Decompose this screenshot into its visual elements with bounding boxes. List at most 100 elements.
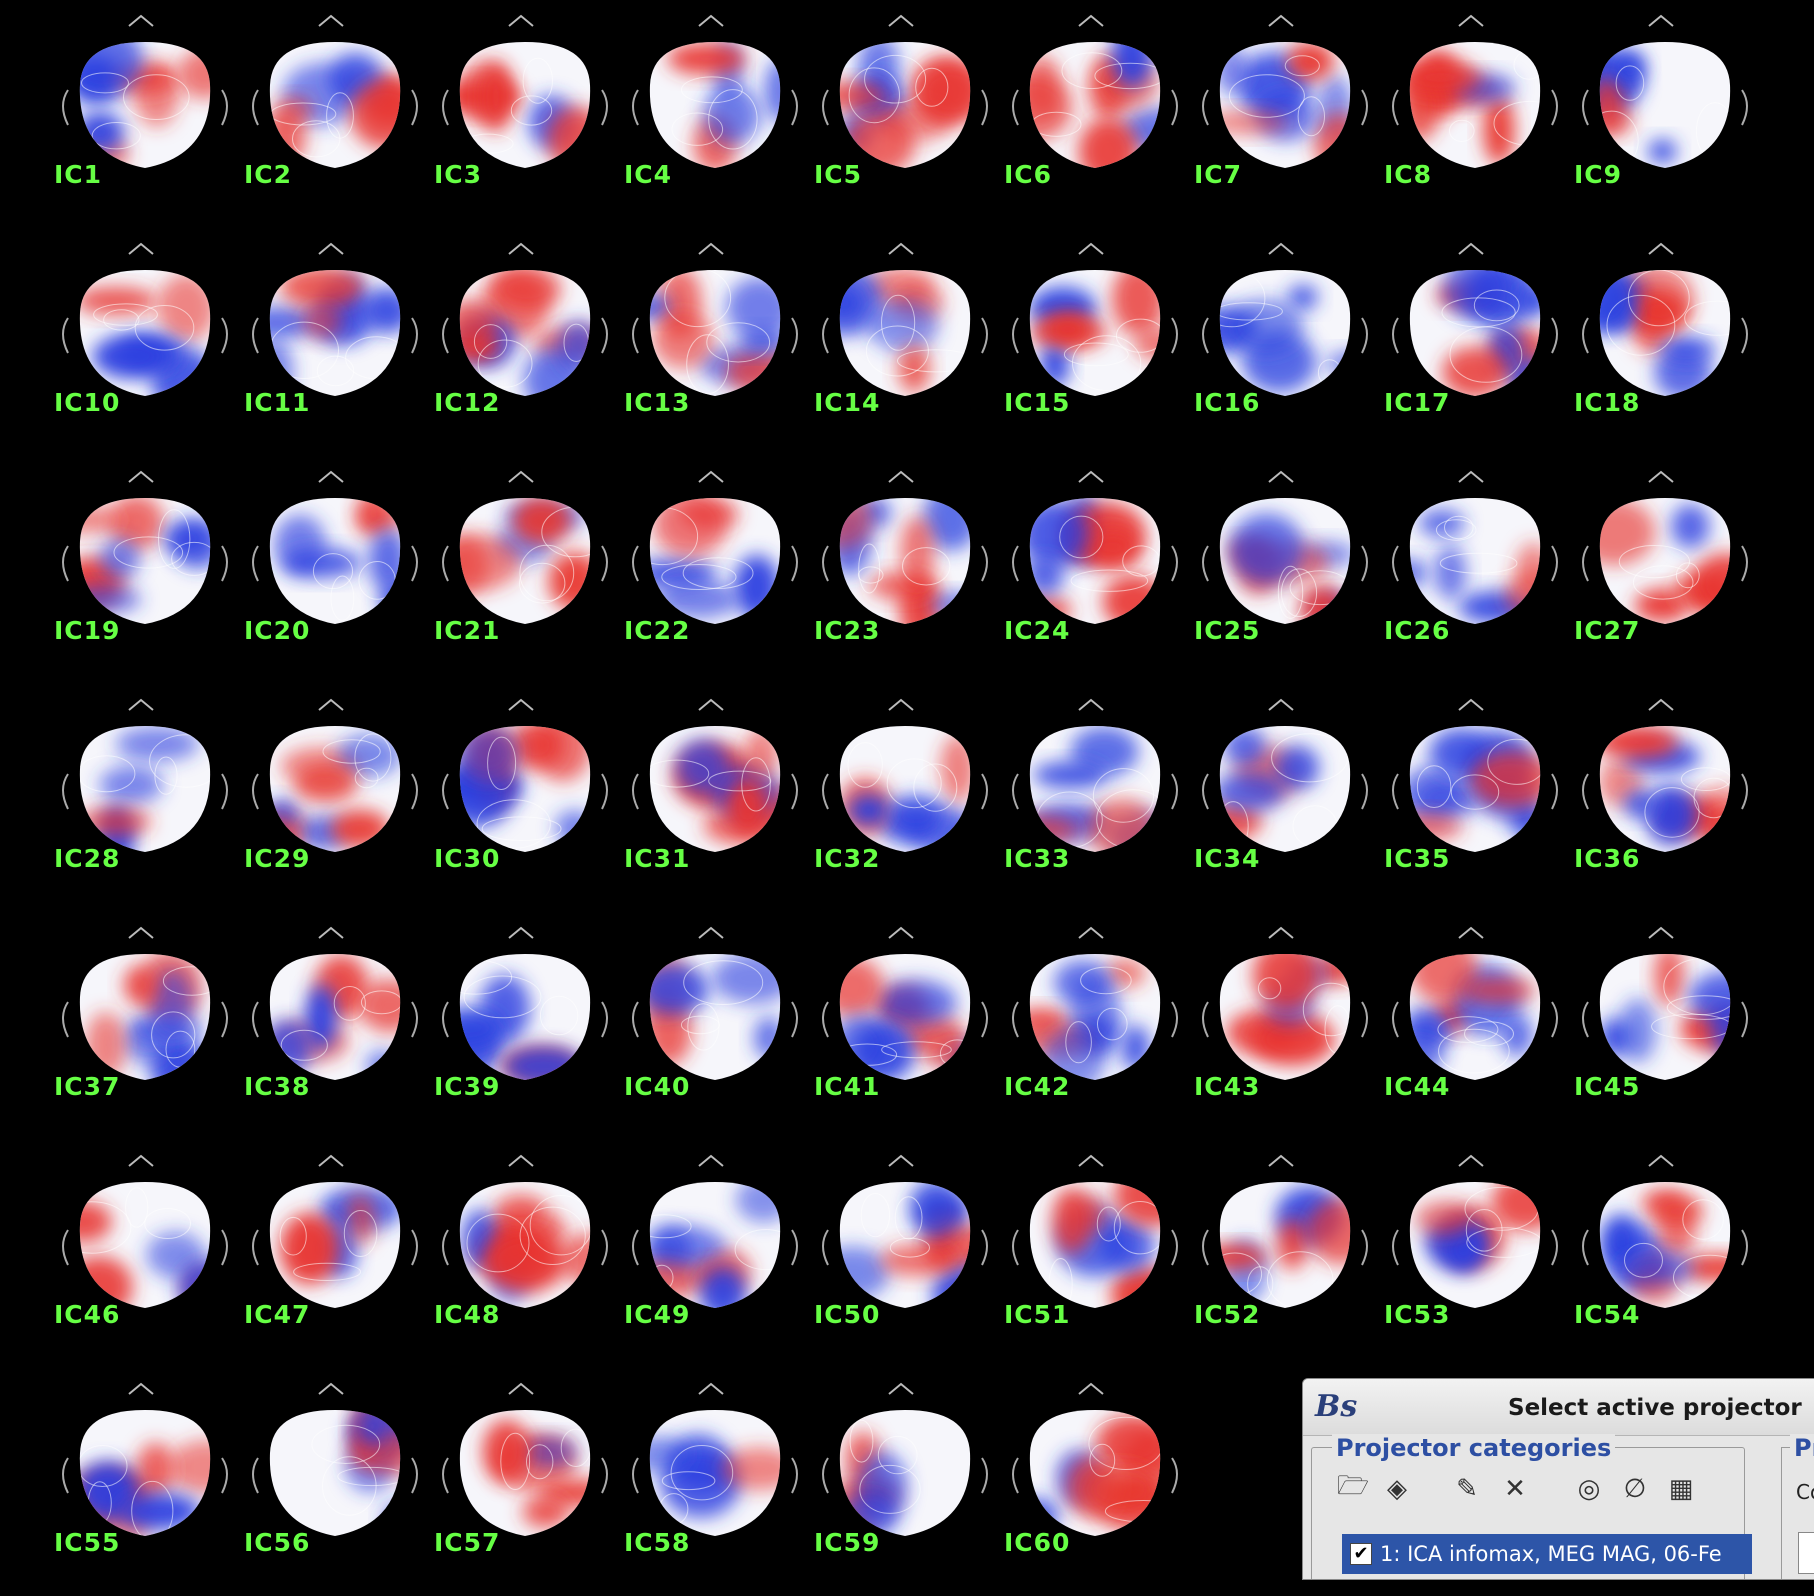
left-ear	[822, 1457, 829, 1494]
disable-icon[interactable]: ∅	[1623, 1474, 1647, 1504]
topography-cell[interactable]: IC31	[570, 684, 798, 912]
projector-checkbox[interactable]: ✔	[1350, 1543, 1372, 1565]
topography-cell[interactable]: IC18	[1520, 228, 1748, 456]
topography-cell[interactable]: IC25	[1140, 456, 1368, 684]
topography-cell[interactable]: IC22	[570, 456, 798, 684]
dialog-titlebar[interactable]: Bs Select active projector	[1303, 1379, 1814, 1436]
left-ear	[822, 1229, 829, 1266]
topography-cell[interactable]: IC28	[0, 684, 228, 912]
left-ear	[1392, 89, 1399, 126]
topography-icon[interactable]: ◎	[1577, 1474, 1601, 1504]
component-label: IC31	[624, 844, 691, 873]
display-icon[interactable]: ▦	[1668, 1474, 1694, 1504]
head-map	[1380, 714, 1570, 862]
topography-cell[interactable]: IC14	[760, 228, 988, 456]
topography-cell[interactable]: IC59	[760, 1368, 988, 1596]
topography-cell[interactable]: IC44	[1330, 912, 1558, 1140]
right-ear	[791, 317, 798, 354]
topography-cell[interactable]: IC26	[1330, 456, 1558, 684]
topography-cell[interactable]: IC51	[950, 1140, 1178, 1368]
left-ear	[1582, 89, 1589, 126]
folder-open-icon[interactable]: 🗁	[1336, 1471, 1370, 1501]
topography-cell[interactable]: IC9	[1520, 0, 1748, 228]
right-ear	[1741, 317, 1748, 354]
topography-cell[interactable]: IC19	[0, 456, 228, 684]
topography-cell[interactable]: IC12	[380, 228, 608, 456]
topography-cell[interactable]: IC39	[380, 912, 608, 1140]
topography-cell[interactable]: IC15	[950, 228, 1178, 456]
topography-cell[interactable]: IC33	[950, 684, 1178, 912]
topography-cell[interactable]: IC16	[1140, 228, 1368, 456]
topography-cell[interactable]: IC41	[760, 912, 988, 1140]
topography-cell[interactable]: IC50	[760, 1140, 988, 1368]
nose-icon	[1268, 242, 1294, 255]
topography-cell[interactable]: IC8	[1330, 0, 1558, 228]
right-ear	[601, 89, 608, 126]
topography-cell[interactable]: IC10	[0, 228, 228, 456]
topography-cell[interactable]: IC30	[380, 684, 608, 912]
topography-cell[interactable]: IC23	[760, 456, 988, 684]
right-ear	[791, 773, 798, 810]
topography-cell[interactable]: IC21	[380, 456, 608, 684]
topography-cell[interactable]: IC36	[1520, 684, 1748, 912]
head-map	[810, 714, 1000, 862]
topography-cell[interactable]: IC34	[1140, 684, 1368, 912]
topography-cell[interactable]: IC5	[760, 0, 988, 228]
projector-list-item[interactable]: ✔ 1: ICA infomax, MEG MAG, 06-Fe	[1342, 1534, 1752, 1574]
left-ear	[252, 545, 259, 582]
topography-cell[interactable]: IC6	[950, 0, 1178, 228]
topography-cell[interactable]: IC17	[1330, 228, 1558, 456]
topography-cell[interactable]: IC43	[1140, 912, 1368, 1140]
topography-cell[interactable]: IC40	[570, 912, 798, 1140]
topography-cell[interactable]: IC58	[570, 1368, 798, 1596]
left-ear	[632, 1001, 639, 1038]
topography-cell[interactable]: IC57	[380, 1368, 608, 1596]
edit-icon[interactable]: ✎	[1456, 1474, 1478, 1504]
topography-cell[interactable]: IC2	[190, 0, 418, 228]
head-map	[810, 30, 1000, 178]
component-label: IC54	[1574, 1300, 1641, 1329]
topography-cell[interactable]: IC52	[1140, 1140, 1368, 1368]
topography-cell[interactable]: IC55	[0, 1368, 228, 1596]
topography-cell[interactable]: IC35	[1330, 684, 1558, 912]
right-ear	[1361, 545, 1368, 582]
head-map	[1000, 486, 1190, 634]
topography-cell[interactable]: IC49	[570, 1140, 798, 1368]
topography-cell[interactable]: IC38	[190, 912, 418, 1140]
topography-cell[interactable]: IC29	[190, 684, 418, 912]
topography-cell[interactable]: IC42	[950, 912, 1178, 1140]
topography-cell[interactable]: IC20	[190, 456, 418, 684]
topography-cell[interactable]: IC47	[190, 1140, 418, 1368]
topography-cell[interactable]: IC13	[570, 228, 798, 456]
right-ear	[601, 773, 608, 810]
topography-cell[interactable]: IC11	[190, 228, 418, 456]
component-label: IC59	[814, 1528, 881, 1557]
topography-cell[interactable]: IC46	[0, 1140, 228, 1368]
projector-details-box[interactable]	[1798, 1532, 1814, 1574]
topography-cell[interactable]: IC45	[1520, 912, 1748, 1140]
topography-cell[interactable]: IC4	[570, 0, 798, 228]
component-label: IC41	[814, 1072, 881, 1101]
load-icon[interactable]: ◈	[1387, 1474, 1407, 1504]
topography-cell[interactable]: IC1	[0, 0, 228, 228]
nose-icon	[888, 1154, 914, 1167]
component-label: IC24	[1004, 616, 1071, 645]
delete-icon[interactable]: ✕	[1504, 1474, 1526, 1504]
topography-cell[interactable]: IC56	[190, 1368, 418, 1596]
topography-cell[interactable]: IC3	[380, 0, 608, 228]
topography-cell[interactable]: IC7	[1140, 0, 1368, 228]
topography-cell[interactable]: IC53	[1330, 1140, 1558, 1368]
topography-cell[interactable]: IC24	[950, 456, 1178, 684]
right-ear	[1171, 1001, 1178, 1038]
topography-cell[interactable]: IC60	[950, 1368, 1178, 1596]
head-map	[1570, 258, 1760, 406]
topography-cell[interactable]: IC32	[760, 684, 988, 912]
component-label: IC34	[1194, 844, 1261, 873]
head-map	[430, 942, 620, 1090]
topography-cell[interactable]: IC37	[0, 912, 228, 1140]
left-ear	[252, 317, 259, 354]
topography-cell[interactable]: IC27	[1520, 456, 1748, 684]
select-projector-dialog[interactable]: Bs Select active projector Projector cat…	[1302, 1378, 1814, 1580]
topography-cell[interactable]: IC54	[1520, 1140, 1748, 1368]
topography-cell[interactable]: IC48	[380, 1140, 608, 1368]
